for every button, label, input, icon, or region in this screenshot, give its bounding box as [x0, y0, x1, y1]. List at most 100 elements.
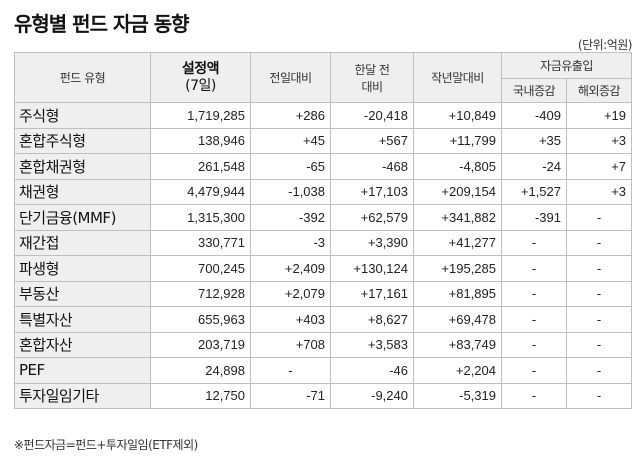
overseas-cell: +3: [565, 127, 633, 154]
header-domestic: 국내증감: [501, 78, 567, 103]
setup-cell: 203,719: [150, 331, 251, 358]
fund-type-cell: 주식형: [14, 102, 151, 129]
overseas-cell: +3: [565, 178, 633, 205]
overseas-cell: -: [565, 229, 633, 256]
prev-day-cell: +45: [250, 127, 331, 154]
prev-day-cell: -1,038: [250, 178, 331, 205]
month-cell: +62,579: [330, 204, 414, 231]
month-cell: +3,583: [330, 331, 414, 358]
year-end-cell: +341,882: [413, 204, 502, 231]
domestic-cell: -: [501, 306, 567, 333]
overseas-cell: +19: [565, 102, 633, 129]
year-end-cell: +41,277: [413, 229, 502, 256]
fund-type-cell: 파생형: [14, 255, 151, 282]
overseas-cell: -: [565, 331, 633, 358]
setup-cell: 12,750: [150, 382, 251, 409]
prev-day-cell: -3: [250, 229, 331, 256]
month-cell: +567: [330, 127, 414, 154]
year-end-cell: +195,285: [413, 255, 502, 282]
fund-type-cell: 재간접: [14, 229, 151, 256]
prev-day-cell: +403: [250, 306, 331, 333]
year-end-cell: -4,805: [413, 153, 502, 180]
domestic-cell: -: [501, 229, 567, 256]
prev-day-cell: -392: [250, 204, 331, 231]
setup-cell: 138,946: [150, 127, 251, 154]
year-end-cell: -5,319: [413, 382, 502, 409]
header-setup-amount: 설정액 (7일): [150, 52, 251, 103]
domestic-cell: +35: [501, 127, 567, 154]
table-row: 파생형 700,245 +2,409 +130,124 +195,285- -: [14, 255, 633, 282]
header-flow-group: 자금유출입: [500, 52, 633, 79]
table-row: 혼합채권형 261,548 -65 -468 -4,805 -24 +7: [14, 153, 633, 180]
setup-cell: 4,479,944: [150, 178, 251, 205]
month-cell: +3,390: [330, 229, 414, 256]
month-cell: +17,103: [330, 178, 414, 205]
domestic-cell: -409: [501, 102, 567, 129]
overseas-cell: -: [565, 382, 633, 409]
month-cell: -46: [330, 357, 414, 384]
table-row: 부동산 712,928 +2,079 +17,161 +81,895- -: [14, 280, 633, 307]
fund-type-cell: 채권형: [14, 178, 151, 205]
month-cell: -9,240: [330, 382, 414, 409]
month-cell: -20,418: [330, 102, 414, 129]
month-cell: +8,627: [330, 306, 414, 333]
prev-day-cell: +286: [250, 102, 331, 129]
fund-type-cell: 혼합주식형: [14, 127, 151, 154]
prev-day-cell: +708: [250, 331, 331, 358]
header-month-line1: 한달 전: [354, 62, 390, 77]
domestic-cell: -: [501, 357, 567, 384]
domestic-cell: -: [501, 255, 567, 282]
header-setup-line1: 설정액: [181, 60, 220, 77]
overseas-cell: -: [565, 357, 633, 384]
prev-day-cell: -65: [250, 153, 331, 180]
table-row: 단기금융(MMF) 1,315,300 -392 +62,579 +341,882 -39…: [14, 204, 633, 231]
domestic-cell: -24: [501, 153, 567, 180]
table-row: 특별자산 655,963 +403 +8,627 +69,478- -: [14, 306, 633, 333]
year-end-cell: +83,749: [413, 331, 502, 358]
prev-day-cell: -: [250, 357, 331, 384]
prev-day-cell: +2,079: [250, 280, 331, 307]
header-month-line2: 대비: [361, 79, 383, 94]
fund-type-cell: 단기금융(MMF): [14, 204, 151, 231]
table-row: 재간접 330,771 -3 +3,390 +41,277- -: [14, 229, 633, 256]
table-row: 채권형 4,479,944 -1,038 +17,103 +209,154 +1,527 +…: [14, 178, 633, 205]
domestic-cell: -391: [501, 204, 567, 231]
prev-day-cell: -71: [250, 382, 331, 409]
footnote: ※펀드자금=펀드+투자일임(ETF제외): [14, 438, 198, 452]
month-cell: -468: [330, 153, 414, 180]
setup-cell: 24,898: [150, 357, 251, 384]
header-setup-line2: (7일): [185, 77, 216, 94]
page-title: 유형별 펀드 자금 동향: [14, 12, 189, 36]
header-fund-type: 펀드 유형: [14, 52, 151, 103]
year-end-cell: +209,154: [413, 178, 502, 205]
overseas-cell: -: [565, 204, 633, 231]
domestic-cell: -: [501, 280, 567, 307]
overseas-cell: -: [565, 255, 633, 282]
year-end-cell: +81,895: [413, 280, 502, 307]
fund-type-cell: 혼합채권형: [14, 153, 151, 180]
setup-cell: 330,771: [150, 229, 251, 256]
fund-type-cell: PEF: [14, 357, 151, 384]
setup-cell: 712,928: [150, 280, 251, 307]
table-row: 투자일임기타 12,750 -71 -9,240 -5,319- -: [14, 382, 633, 409]
year-end-cell: +2,204: [413, 357, 502, 384]
overseas-cell: -: [565, 280, 633, 307]
overseas-cell: -: [565, 306, 633, 333]
header-year-end: 작년말대비: [413, 52, 502, 103]
fund-type-cell: 투자일임기타: [14, 382, 151, 409]
table-row: 혼합주식형 138,946 +45 +567 +11,799 +35 +3: [14, 127, 633, 154]
year-end-cell: +10,849: [413, 102, 502, 129]
table-row: 주식형 1,719,285 +286 -20,418 +10,849 -409 +19: [14, 102, 633, 129]
setup-cell: 1,719,285: [150, 102, 251, 129]
month-cell: +130,124: [330, 255, 414, 282]
setup-cell: 700,245: [150, 255, 251, 282]
setup-cell: 1,315,300: [150, 204, 251, 231]
table-row: PEF 24,898- -46 +2,204- -: [14, 357, 633, 384]
table-row: 혼합자산 203,719 +708 +3,583 +83,749- -: [14, 331, 633, 358]
month-cell: +17,161: [330, 280, 414, 307]
setup-cell: 655,963: [150, 306, 251, 333]
fund-type-cell: 특별자산: [14, 306, 151, 333]
unit-label: (단위:억원): [577, 38, 633, 52]
header-overseas: 해외증감: [565, 78, 633, 103]
domestic-cell: -: [501, 331, 567, 358]
